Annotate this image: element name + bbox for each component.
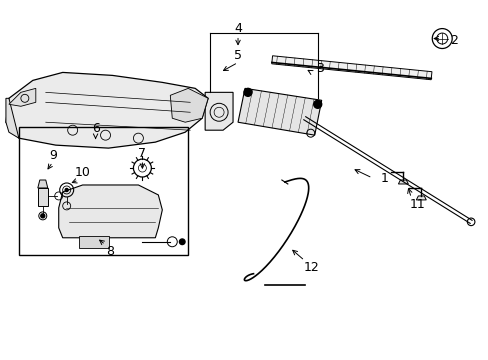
Text: 9: 9	[49, 149, 57, 162]
Polygon shape	[9, 88, 36, 106]
Bar	[79, 236, 108, 248]
Circle shape	[41, 214, 45, 218]
Bar	[38, 188, 48, 206]
Polygon shape	[170, 88, 208, 122]
Polygon shape	[59, 185, 162, 238]
Text: 11: 11	[408, 198, 425, 211]
Text: 1: 1	[380, 171, 387, 185]
Circle shape	[309, 121, 315, 126]
Text: 5: 5	[234, 49, 242, 62]
Polygon shape	[205, 92, 233, 130]
Polygon shape	[271, 56, 431, 80]
Polygon shape	[238, 88, 321, 135]
Text: 6: 6	[91, 122, 100, 135]
Text: 7: 7	[138, 147, 146, 159]
Circle shape	[65, 189, 68, 192]
Circle shape	[179, 239, 184, 244]
Text: 4: 4	[234, 22, 242, 35]
Polygon shape	[415, 196, 426, 200]
Text: 12: 12	[303, 261, 319, 274]
Text: 8: 8	[106, 245, 114, 258]
Polygon shape	[6, 72, 208, 148]
Text: 10: 10	[75, 166, 90, 179]
Text: 3: 3	[315, 62, 323, 75]
Bar	[19, 127, 188, 255]
Text: 2: 2	[449, 34, 457, 47]
Polygon shape	[398, 180, 407, 184]
Circle shape	[244, 88, 251, 96]
Polygon shape	[38, 180, 48, 188]
Circle shape	[313, 100, 321, 108]
Polygon shape	[6, 98, 19, 138]
